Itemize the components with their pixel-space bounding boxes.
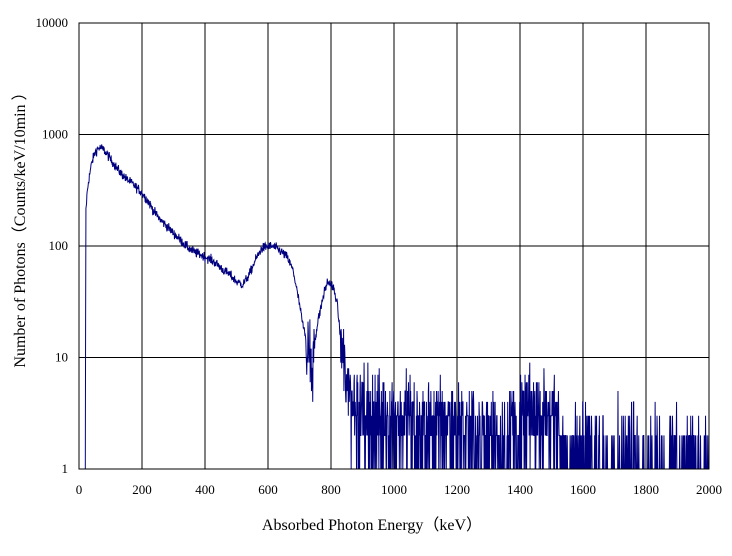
x-tick-label: 200 — [132, 482, 152, 497]
y-axis-title: Number of Photons（Counts/keV/10min ） — [11, 84, 29, 367]
y-tick-label: 1 — [62, 461, 69, 476]
x-tick-label: 1000 — [381, 482, 407, 497]
x-tick-label: 1200 — [444, 482, 470, 497]
x-tick-label: 1400 — [507, 482, 533, 497]
y-tick-label: 10 — [55, 350, 68, 365]
x-axis-title: Absorbed Photon Energy（keV） — [262, 516, 482, 534]
y-tick-label: 10000 — [36, 15, 69, 30]
x-tick-label: 600 — [258, 482, 278, 497]
x-tick-label: 2000 — [696, 482, 722, 497]
y-tick-label: 100 — [49, 238, 69, 253]
x-tick-label: 400 — [195, 482, 215, 497]
x-tick-label: 1600 — [570, 482, 596, 497]
x-tick-label: 0 — [76, 482, 83, 497]
plot-border — [78, 22, 710, 470]
x-tick-label: 800 — [321, 482, 341, 497]
x-tick-labels: 0 200 400 600 800 1000 1200 1400 1600 1800 2000 — [76, 482, 722, 497]
y-tick-label: 1000 — [42, 127, 68, 142]
y-tick-labels: 1 10 100 1000 10000 — [36, 15, 69, 476]
x-tick-label: 1800 — [633, 482, 659, 497]
